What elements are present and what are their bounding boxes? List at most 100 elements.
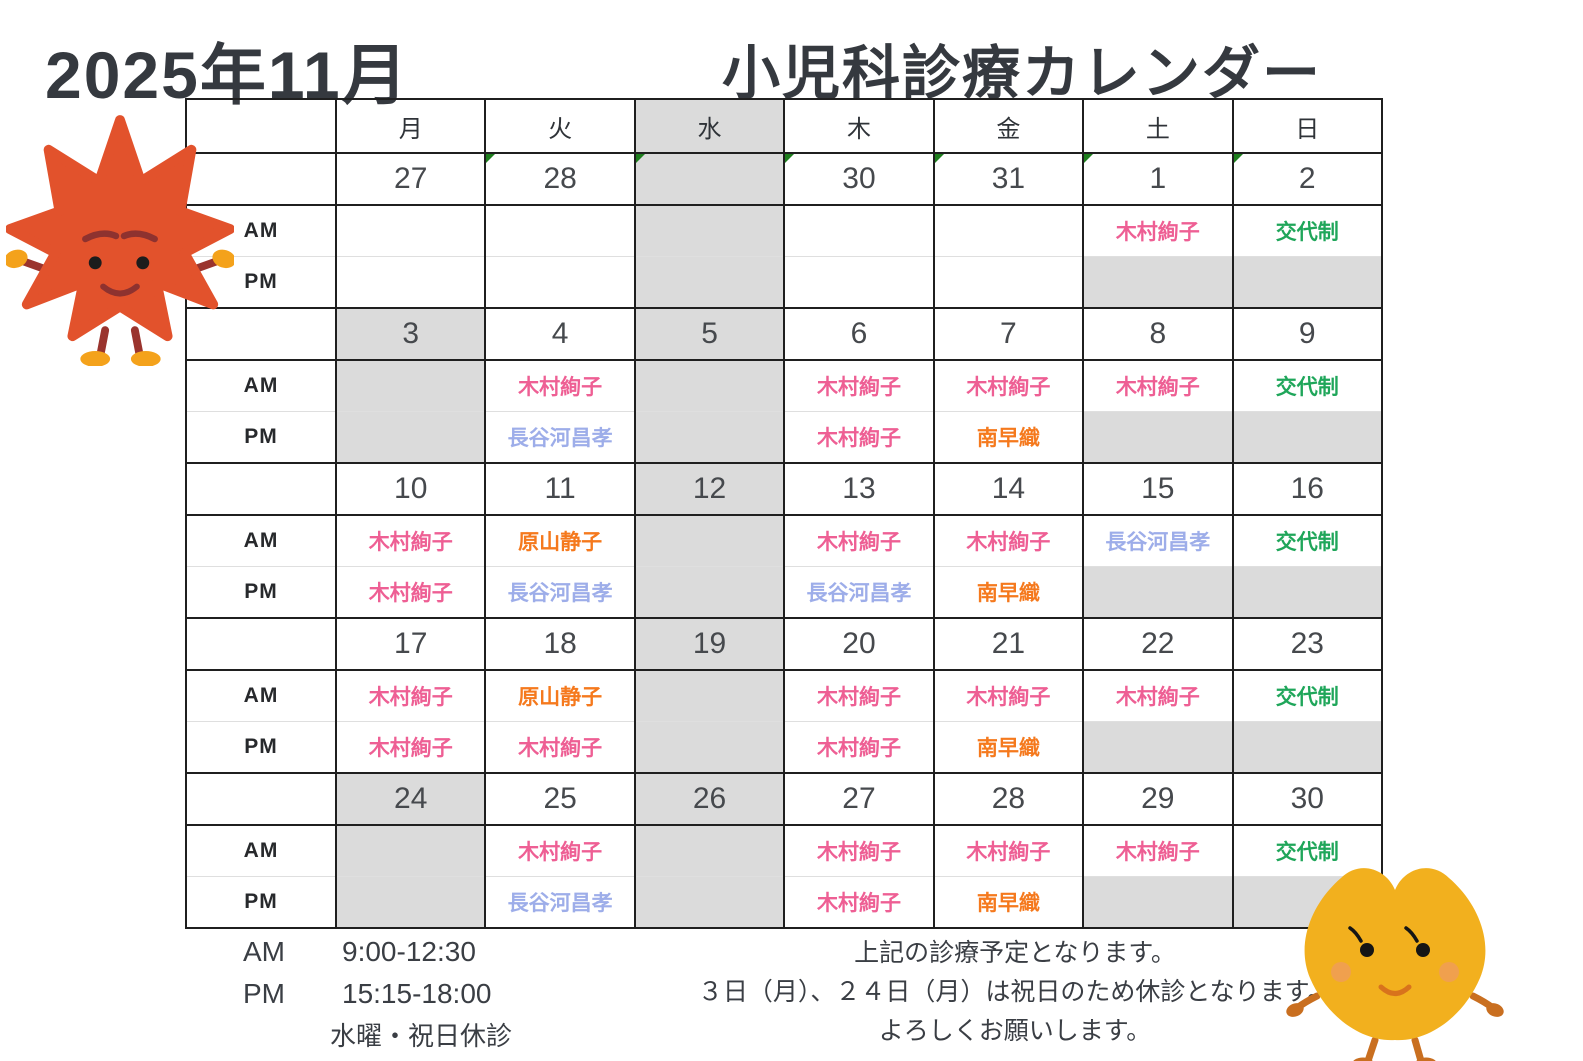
pm-cell: 長谷河昌孝	[484, 876, 636, 929]
date-cell-text: 8	[1149, 317, 1167, 350]
pm-cell	[633, 256, 786, 309]
calendar-table: 月火水木金土日 27 28 30 31 1 2 AM 木村絢子 交代制 PM 3 4 5 6 7 8 9 AM 木村…	[185, 98, 1384, 929]
am-cell: 木村絢子	[484, 825, 636, 877]
date-cell-text: 22	[1141, 627, 1175, 660]
ginkgo-face	[1331, 926, 1459, 996]
pm-cell	[633, 876, 786, 929]
am-cell: 木村絢子	[484, 360, 636, 412]
am-cell: 交代制	[1231, 205, 1384, 257]
date-cell-text: 21	[991, 627, 1026, 660]
am-cell-text: 木村絢子	[1115, 841, 1200, 864]
hours-am-label: AM	[243, 936, 285, 967]
date-cell-text: 15	[1141, 472, 1175, 505]
pm-cell: 木村絢子	[334, 566, 487, 619]
date-cell: 11	[484, 462, 636, 516]
pm-cell	[1082, 566, 1234, 619]
am-cell: 木村絢子	[1082, 670, 1234, 722]
pm-cell-text: 木村絢子	[368, 737, 453, 760]
ginkgo-leaf-body	[1304, 868, 1486, 1041]
week-label-spacer	[185, 462, 337, 516]
date-cell-text: 9	[1298, 317, 1316, 350]
pm-cell	[1231, 411, 1384, 464]
hours-pm-label: PM	[243, 978, 285, 1009]
row-label-am: AM	[185, 515, 337, 567]
row-label-am-text: AM	[243, 219, 279, 242]
am-cell-text: 木村絢子	[518, 841, 603, 864]
pm-cell	[1231, 721, 1384, 774]
date-cell: 9	[1231, 307, 1384, 361]
am-cell: 木村絢子	[932, 825, 1085, 877]
am-cell-text: 木村絢子	[816, 531, 901, 554]
row-label-pm: PM	[185, 411, 337, 464]
row-label-pm: PM	[185, 566, 337, 619]
am-cell: 木村絢子	[783, 825, 935, 877]
row-label-am: AM	[185, 825, 337, 877]
date-cell: 28	[484, 152, 636, 206]
pm-cell	[633, 721, 786, 774]
am-cell	[334, 825, 487, 877]
date-cell: 27	[334, 152, 487, 206]
row-label-am-text: AM	[243, 529, 279, 552]
date-cell-text: 28	[991, 782, 1026, 815]
date-cell: 18	[484, 617, 636, 671]
am-cell: 木村絢子	[334, 515, 487, 567]
date-cell: 23	[1231, 617, 1384, 671]
weekday-header-text: 土	[1145, 115, 1170, 143]
row-label-am: AM	[185, 360, 337, 412]
am-cell: 木村絢子	[1082, 360, 1234, 412]
pm-cell: 木村絢子	[783, 876, 935, 929]
am-cell-text: 木村絢子	[966, 531, 1051, 554]
pm-cell-text: 木村絢子	[368, 582, 453, 605]
excel-flag-triangle-icon	[635, 154, 645, 163]
pm-cell	[1082, 876, 1234, 929]
am-cell	[484, 205, 636, 257]
date-cell-text: 14	[991, 472, 1026, 505]
am-cell-text: 長谷河昌孝	[1105, 531, 1211, 554]
date-cell-text: 7	[1000, 317, 1017, 350]
am-cell-text: 木村絢子	[1115, 686, 1200, 709]
hours-pm-row: PM 15:15-18:00	[243, 978, 491, 1010]
row-label-am-text: AM	[243, 684, 279, 707]
date-cell-text: 23	[1290, 627, 1324, 660]
weekday-header: 日	[1231, 98, 1384, 154]
excel-flag-triangle-icon	[1233, 154, 1243, 163]
date-cell: 15	[1082, 462, 1234, 516]
am-cell	[633, 515, 786, 567]
date-cell-text: 6	[850, 317, 868, 350]
am-cell: 交代制	[1231, 670, 1384, 722]
date-cell: 1	[1082, 152, 1234, 206]
date-cell-text: 28	[543, 162, 577, 195]
date-cell: 13	[783, 462, 935, 516]
date-cell-text: 30	[842, 162, 876, 195]
am-cell-text: 木村絢子	[816, 841, 901, 864]
row-label-am: AM	[185, 670, 337, 722]
am-cell	[633, 670, 786, 722]
maple-leaf-body	[6, 115, 234, 342]
date-cell: 7	[932, 307, 1085, 361]
pm-cell-text: 木村絢子	[518, 737, 603, 760]
excel-flag-triangle-icon	[785, 154, 795, 163]
weekday-header-text: 木	[846, 115, 871, 143]
am-cell-text: 木村絢子	[368, 531, 453, 554]
calendar-body: 27 28 30 31 1 2 AM 木村絢子 交代制 PM 3 4 5 6 7 8 9 AM 木村絢子 木村絢子 木村…	[185, 152, 1384, 929]
pm-cell-text: 木村絢子	[816, 427, 901, 450]
pm-cell	[1082, 256, 1234, 309]
weekday-header-text: 日	[1295, 115, 1320, 143]
week-label-spacer	[185, 772, 337, 826]
am-cell-text: 木村絢子	[966, 376, 1051, 399]
am-cell: 木村絢子	[1082, 205, 1234, 257]
pm-cell	[1082, 721, 1234, 774]
week-label-spacer	[185, 617, 337, 671]
am-cell: 木村絢子	[783, 670, 935, 722]
hours-am-row: AM 9:00-12:30	[243, 936, 476, 968]
am-cell-text: 交代制	[1275, 841, 1339, 864]
ginkgo-legs	[1353, 1036, 1436, 1061]
pm-cell: 南早織	[932, 721, 1085, 774]
pm-cell	[633, 566, 786, 619]
page-title-name: 小児科診療カレンダー	[722, 41, 1323, 106]
am-cell-text: 交代制	[1275, 376, 1339, 399]
date-cell-text: 13	[842, 472, 876, 505]
note-line: よろしくお願いします。	[878, 1017, 1152, 1045]
pm-cell-text: 南早織	[976, 737, 1040, 760]
pm-cell	[334, 876, 487, 929]
